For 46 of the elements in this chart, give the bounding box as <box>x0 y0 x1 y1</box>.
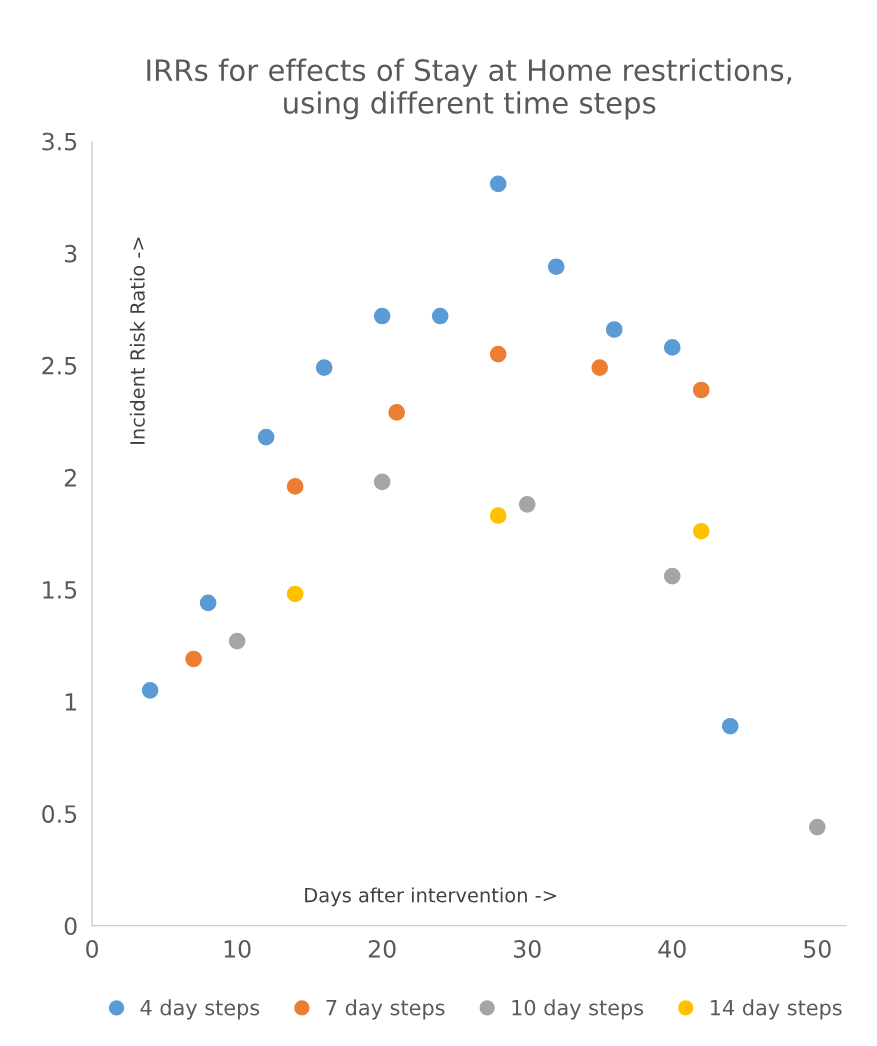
y-tick-label: 1.5 <box>43 581 77 599</box>
legend-label: 7 day steps <box>326 999 445 1020</box>
point <box>808 818 826 836</box>
point <box>663 567 681 585</box>
legend-label: 14 day steps <box>710 999 842 1020</box>
point <box>257 428 275 446</box>
y-tick-label: 3 <box>64 244 77 263</box>
x-tick-label: 30 <box>513 940 541 958</box>
point <box>591 359 609 376</box>
chart-title: IRRs for effects of Stay at Home restrictions, using different time steps <box>147 58 792 120</box>
point <box>721 717 739 735</box>
y-tick-label: 3.5 <box>42 132 77 151</box>
x-tick-label: 50 <box>804 940 831 958</box>
point <box>373 473 391 491</box>
point <box>692 381 710 399</box>
y-tick-label: 2.5 <box>42 356 77 375</box>
point <box>388 404 406 421</box>
point <box>315 359 333 376</box>
point <box>185 650 202 668</box>
point <box>286 585 304 603</box>
y-tick-label: 0 <box>64 917 77 936</box>
x-tick-label: 0 <box>86 940 99 958</box>
x-tick-label: 40 <box>658 940 686 958</box>
y-tick-label: 2 <box>64 468 76 487</box>
point <box>489 507 507 524</box>
x-tick-label: 20 <box>368 940 396 958</box>
point <box>489 345 507 363</box>
point <box>518 495 536 513</box>
point <box>431 307 449 325</box>
point <box>286 478 304 495</box>
point <box>547 258 565 276</box>
point <box>663 339 681 356</box>
x-tick-label: 10 <box>224 940 251 958</box>
point <box>373 307 391 325</box>
y-tick-label: 0.5 <box>42 805 77 823</box>
x-axis-title: Days after intervention -> <box>305 887 556 907</box>
y-tick-label: 1 <box>65 693 77 711</box>
point <box>228 632 246 650</box>
point <box>199 594 217 612</box>
point <box>489 175 507 193</box>
point <box>141 682 159 699</box>
legend-label: 10 day steps <box>512 999 644 1020</box>
y-axis-title: Incident Risk Ratio -> <box>129 237 145 444</box>
point <box>605 321 623 338</box>
legend-label: 4 day steps <box>140 999 260 1020</box>
point <box>692 522 710 540</box>
